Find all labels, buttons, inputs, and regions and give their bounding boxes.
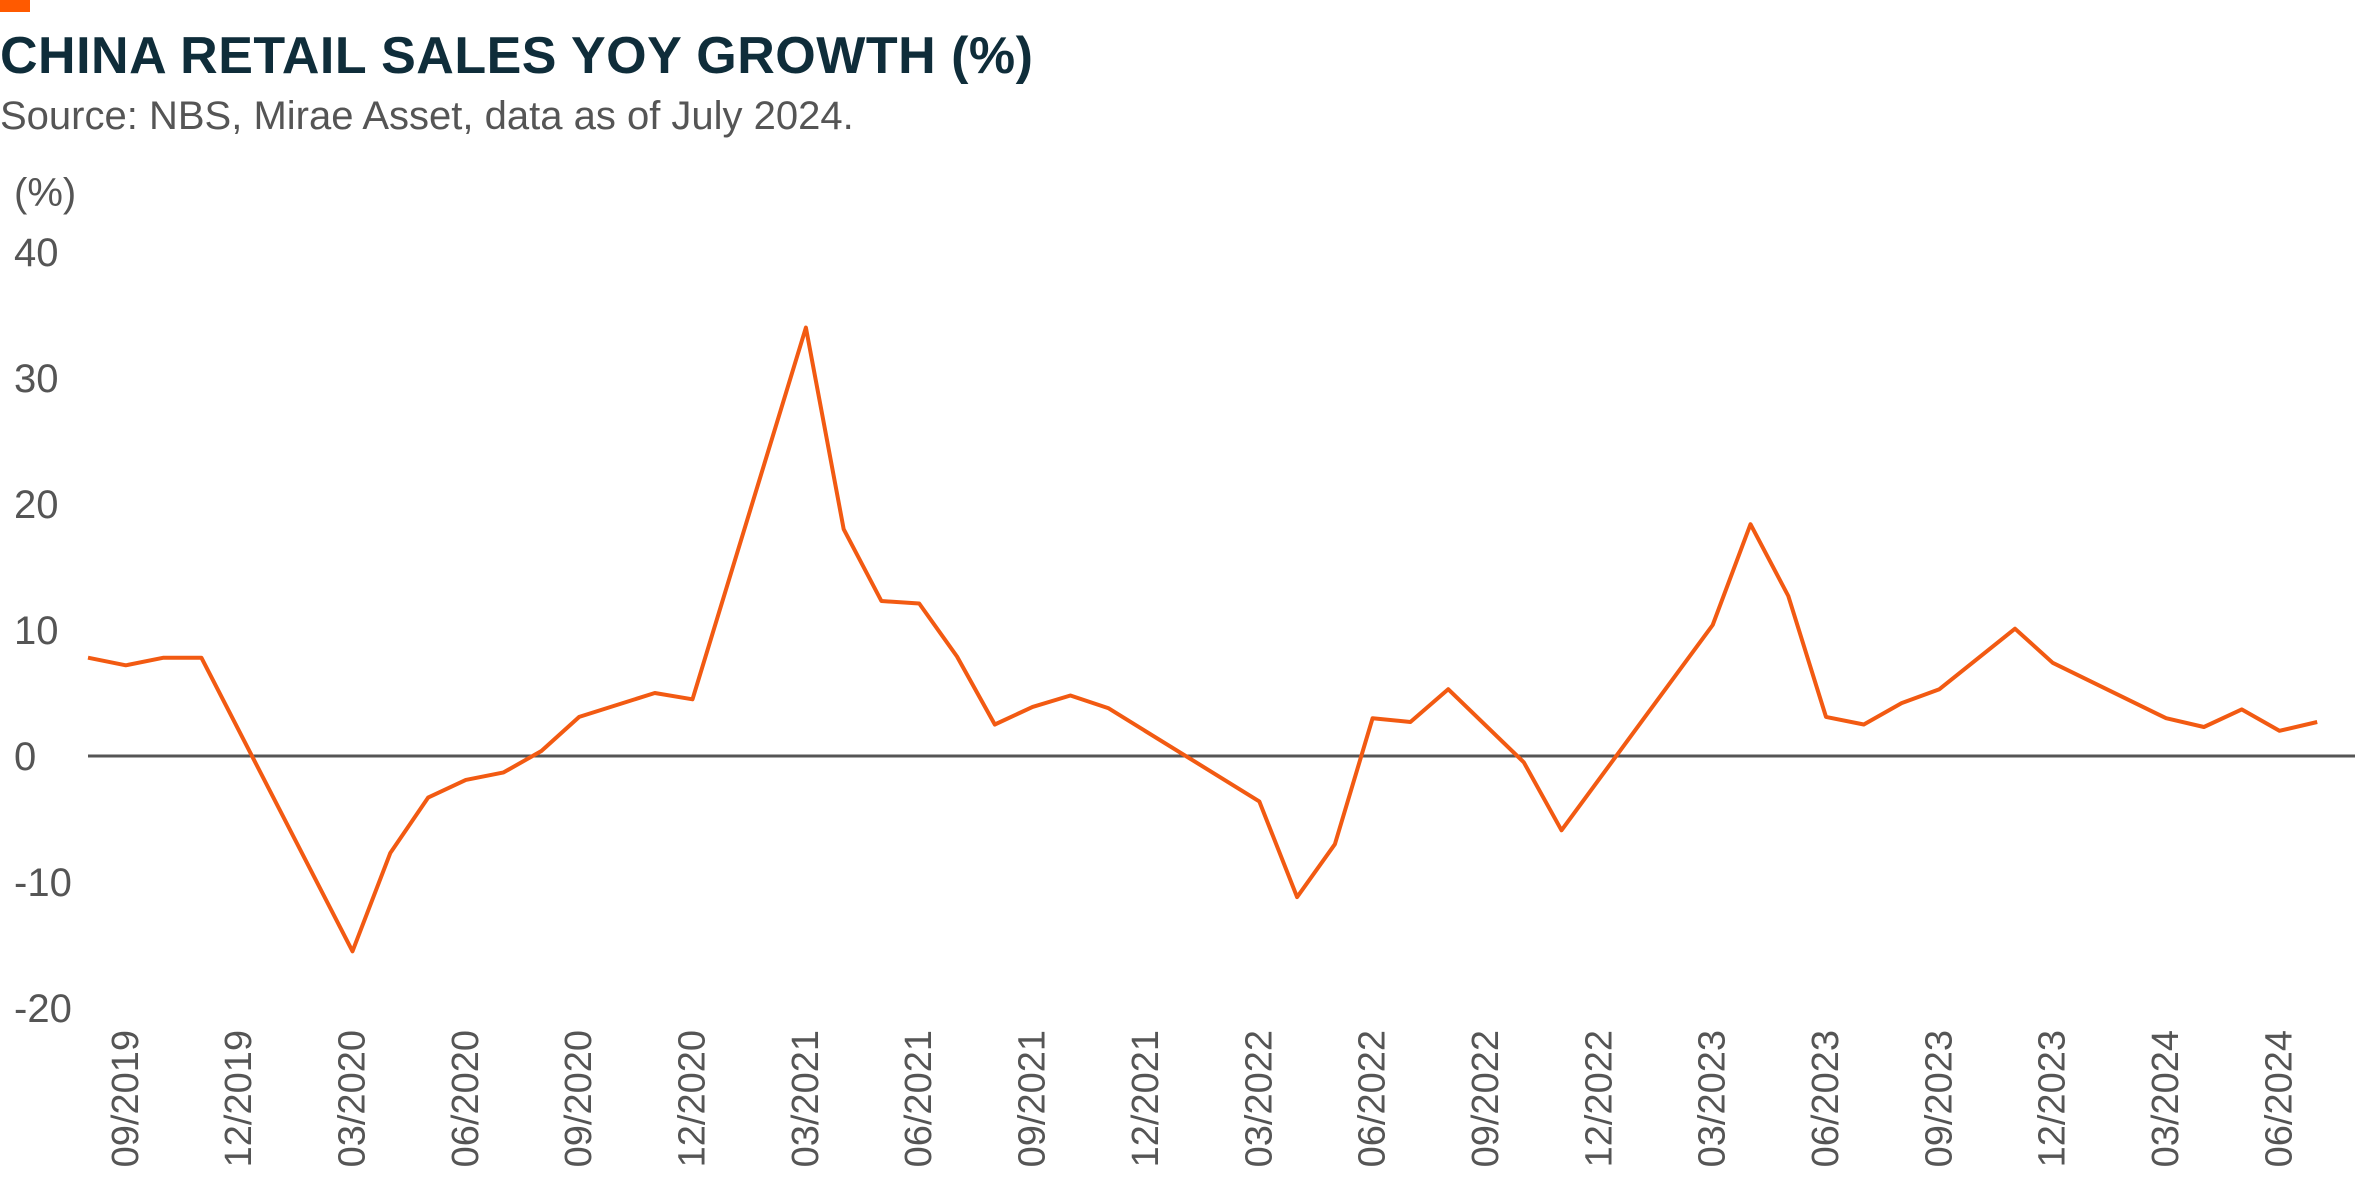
x-tick-label: 12/2023 xyxy=(2032,1030,2074,1167)
x-axis-ticks: 09/2019 12/2019 03/2020 06/2020 09/2020 12/20… xyxy=(105,1030,2301,1167)
title-accent-bar xyxy=(0,0,30,12)
chart-subtitle: Source: NBS, Mirae Asset, data as of Jul… xyxy=(0,94,854,138)
x-tick-label: 12/2022 xyxy=(1578,1030,1620,1167)
chart-title: CHINA RETAIL SALES YOY GROWTH (%) xyxy=(0,27,1034,85)
y-tick-label: 10 xyxy=(14,609,59,653)
x-tick-label: 03/2021 xyxy=(785,1030,827,1167)
series-line xyxy=(87,325,2318,954)
x-tick-label: 06/2022 xyxy=(1352,1030,1394,1167)
x-tick-label: 12/2020 xyxy=(672,1030,714,1167)
x-tick-label: 09/2022 xyxy=(1465,1030,1507,1167)
x-tick-label: 03/2022 xyxy=(1238,1030,1280,1167)
x-tick-label: 12/2021 xyxy=(1125,1030,1167,1167)
x-tick-label: 03/2023 xyxy=(1692,1030,1734,1167)
y-tick-label: 20 xyxy=(14,483,59,527)
x-tick-label: 03/2024 xyxy=(2145,1030,2187,1167)
y-tick-label: -10 xyxy=(14,861,72,905)
y-tick-label: 40 xyxy=(14,231,59,275)
x-tick-label: 09/2021 xyxy=(1012,1030,1054,1167)
x-tick-label: 03/2020 xyxy=(331,1030,373,1167)
y-axis-ticks: 40 30 20 10 0 -10 -20 xyxy=(14,231,72,1031)
y-tick-label: -20 xyxy=(14,987,72,1031)
x-tick-label: 06/2021 xyxy=(898,1030,940,1167)
x-tick-label: 09/2019 xyxy=(105,1030,147,1167)
x-tick-label: 09/2023 xyxy=(1918,1030,1960,1167)
x-tick-label: 12/2019 xyxy=(218,1030,260,1167)
y-axis-label: (%) xyxy=(14,171,76,215)
y-tick-label: 0 xyxy=(14,735,36,779)
x-tick-label: 09/2020 xyxy=(558,1030,600,1167)
y-tick-label: 30 xyxy=(14,357,59,401)
x-tick-label: 06/2024 xyxy=(2258,1030,2300,1167)
x-tick-label: 06/2023 xyxy=(1805,1030,1847,1167)
x-tick-label: 06/2020 xyxy=(445,1030,487,1167)
